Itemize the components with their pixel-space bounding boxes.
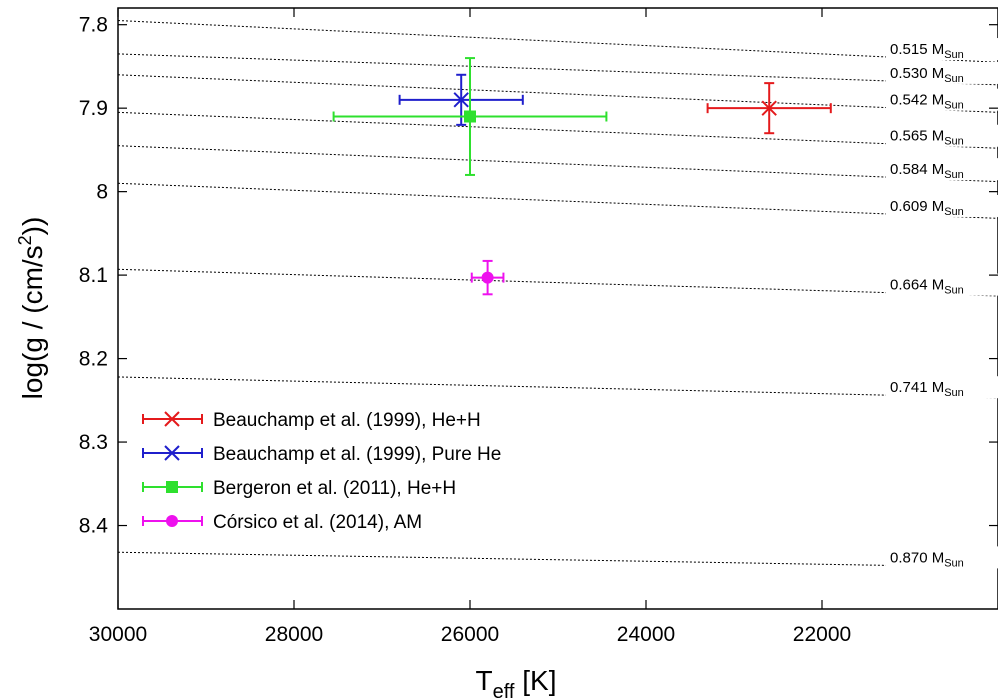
mass-track-label: 0.741 MSun <box>890 379 964 399</box>
mass-label-bg <box>886 61 998 84</box>
x-tick-label: 22000 <box>793 623 851 646</box>
x-tick-label: 28000 <box>265 623 323 646</box>
legend-item: Bergeron et al. (2011), He+H <box>142 478 456 499</box>
y-tick-label: 7.9 <box>79 97 108 120</box>
mass-track-line <box>117 268 998 297</box>
mass-track-line <box>117 145 998 183</box>
y-axis-label: log(g / (cm/s2)) <box>15 217 48 400</box>
mass-track-label: 0.870 MSun <box>890 549 964 569</box>
y-tick-label: 8.2 <box>79 348 108 371</box>
mass-track-label: 0.609 MSun <box>890 198 964 218</box>
mass-track-line <box>117 376 998 399</box>
marker-x-stroke <box>453 92 469 108</box>
x-tick-label: 26000 <box>441 623 499 646</box>
legend-item: Beauchamp et al. (1999), Pure He <box>142 444 501 465</box>
legend-label: Bergeron et al. (2011), He+H <box>213 478 456 499</box>
y-axis-label-sup: 2 <box>15 235 35 245</box>
marker-square <box>464 110 476 123</box>
mass-track-label: 0.565 MSun <box>890 128 964 148</box>
mass-label-bg <box>886 158 998 181</box>
mass-tracks: 0.515 MSun 0.530 MSun 0.542 MSun 0.565 MSun… <box>117 20 998 569</box>
mass-track-label: 0.664 MSun <box>890 277 964 297</box>
y-tick-label: 8 <box>96 181 108 204</box>
y-tick-label: 7.8 <box>79 14 108 37</box>
y-axis-label-post: )) <box>17 217 48 236</box>
series-point <box>332 57 608 176</box>
mass-track-label: 0.584 MSun <box>890 161 964 181</box>
x-tick-label: 24000 <box>617 623 675 646</box>
y-tick-label: 8.4 <box>79 515 109 538</box>
legend-item: Córsico et al. (2014), AM <box>142 512 422 533</box>
mass-label-bg <box>886 38 998 61</box>
marker-circle <box>166 515 178 527</box>
mass-track-line <box>117 53 998 86</box>
mass-track-label: 0.542 MSun <box>890 92 964 112</box>
marker-square <box>166 481 178 493</box>
x-tick-label: 30000 <box>89 623 147 646</box>
mass-track-line <box>117 111 998 149</box>
mass-label-bg <box>886 194 998 217</box>
mass-track-line <box>117 551 998 568</box>
mass-track-label: 0.530 MSun <box>890 65 964 85</box>
mass-track-line <box>117 74 998 113</box>
marker-x-stroke <box>164 445 180 461</box>
legend-label: Córsico et al. (2014), AM <box>213 512 422 533</box>
marker-x-stroke <box>164 411 180 427</box>
axis-ticks: 30000 28000 26000 24000 22000 7.8 7.9 8 8.1 8.2 8.… <box>79 8 998 646</box>
mass-label-bg <box>886 88 998 111</box>
mass-label-bg <box>886 273 998 296</box>
mass-label-bg <box>886 124 998 147</box>
legend-item: Beauchamp et al. (1999), He+H <box>142 410 481 431</box>
y-axis-label-pre: log(g / (cm/s <box>17 245 48 399</box>
x-axis-label-main: T <box>476 665 493 696</box>
x-axis-label: Teff [K] <box>476 665 557 699</box>
x-axis-label-unit: [K] <box>514 665 556 696</box>
mass-track-label: 0.515 MSun <box>890 41 964 61</box>
series-point <box>398 73 524 126</box>
legend-label: Beauchamp et al. (1999), He+H <box>213 410 481 431</box>
series-point <box>706 82 832 135</box>
marker-x-stroke <box>761 100 777 116</box>
plot-frame <box>117 7 998 610</box>
mass-track-line <box>117 182 998 219</box>
legend-label: Beauchamp et al. (1999), Pure He <box>213 444 501 465</box>
series-point <box>470 259 505 296</box>
mass-track-line <box>117 20 998 63</box>
y-tick-label: 8.1 <box>79 264 108 287</box>
marker-circle <box>481 271 494 284</box>
mass-label-bg <box>886 376 998 399</box>
data-series <box>332 57 832 296</box>
y-tick-label: 8.3 <box>79 431 108 454</box>
x-axis-label-sub: eff <box>493 681 515 699</box>
legend: Beauchamp et al. (1999), He+H Beauchamp e… <box>142 410 501 533</box>
mass-label-bg <box>886 546 998 569</box>
